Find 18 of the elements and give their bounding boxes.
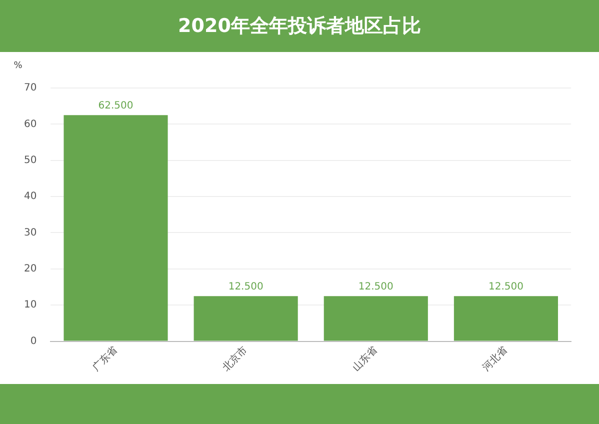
data-label: 12.500 bbox=[228, 282, 264, 293]
x-tick-label: 北京市 bbox=[220, 344, 250, 374]
y-tick-label: 60 bbox=[24, 118, 37, 130]
x-tick-label: 广东省 bbox=[90, 344, 120, 374]
y-tick-label: 50 bbox=[24, 154, 37, 166]
y-tick-label: 30 bbox=[24, 227, 37, 238]
y-tick-label: 10 bbox=[24, 300, 37, 311]
data-label: 12.500 bbox=[358, 282, 394, 293]
y-tick-label: 20 bbox=[24, 264, 37, 275]
y-tick-label: 70 bbox=[24, 82, 37, 94]
chart-title: 2020年全年投诉者地区占比 bbox=[178, 14, 421, 39]
data-label: 12.500 bbox=[488, 282, 524, 293]
y-tick-label: 40 bbox=[24, 191, 37, 202]
y-axis-title: % bbox=[14, 60, 23, 71]
x-tick-label: 河北省 bbox=[480, 344, 510, 374]
y-tick-label: 0 bbox=[30, 336, 37, 347]
x-tick-label: 山东省 bbox=[350, 344, 380, 374]
data-label: 62.500 bbox=[98, 100, 134, 112]
